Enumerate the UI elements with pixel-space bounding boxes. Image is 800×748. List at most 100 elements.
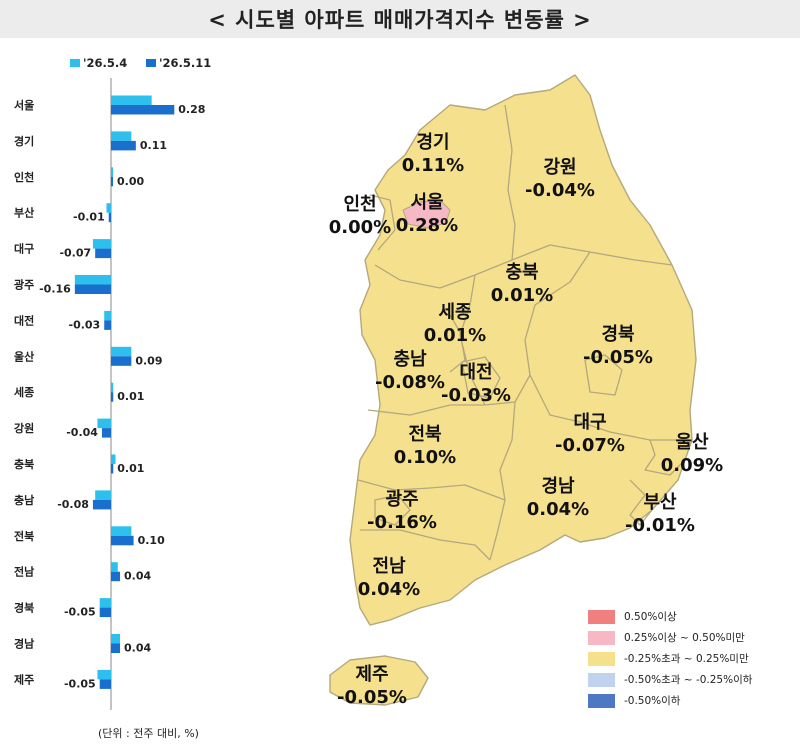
map-region-name: 전북 <box>408 424 441 445</box>
map-region-value: -0.01% <box>625 515 695 536</box>
data-label: 0.09 <box>135 354 162 367</box>
jeju-shape <box>329 655 429 706</box>
map-region-name: 경북 <box>601 324 634 345</box>
data-label: -0.07 <box>59 247 91 260</box>
chart-title-bar: < 시도별 아파트 매매가격지수 변동률 > <box>0 0 800 38</box>
border-ulsan <box>644 439 686 476</box>
bar-series-1 <box>111 140 136 151</box>
bar-series-1 <box>111 643 121 653</box>
bar-series-1 <box>111 571 121 582</box>
map-region-value: 0.00% <box>329 217 391 238</box>
border-daegu <box>584 354 623 396</box>
border-gyeonggi-gangwon <box>504 104 516 261</box>
map-region-value: -0.05% <box>583 347 653 368</box>
border-daejeon <box>461 356 501 399</box>
map-region-value: 0.28% <box>396 215 458 236</box>
unit-note: (단위 : 전주 대비, %) <box>98 727 199 740</box>
map-region-name: 경남 <box>541 476 575 497</box>
map-legend-label: -0.25%초과 ~ 0.25%미만 <box>624 653 749 665</box>
category-label: 대구 <box>14 242 34 256</box>
korea-map: 인천0.00%경기0.11%서울0.28%강원-0.04%충북0.01%세종0.… <box>329 74 723 708</box>
bar-series-1 <box>99 607 111 618</box>
bar-series-0 <box>111 634 121 644</box>
border-sejong <box>449 314 466 373</box>
map-legend-item: 0.50%이상 <box>588 606 752 627</box>
bar-series-1 <box>111 356 132 366</box>
bar-series-1 <box>108 212 111 223</box>
border-incheon <box>369 194 396 251</box>
map-legend-swatch <box>588 609 615 624</box>
map-legend-item: -0.50%초과 ~ -0.25%이하 <box>588 669 752 690</box>
bar-series-0 <box>111 346 132 357</box>
bar-series-1 <box>101 428 111 438</box>
data-label: 0.01 <box>117 462 144 475</box>
map-legend-label: -0.50%초과 ~ -0.25%이하 <box>624 674 753 686</box>
data-label: 0.11 <box>140 139 167 152</box>
bar-series-0 <box>111 562 118 572</box>
border-busan <box>629 479 653 526</box>
data-label: 0.28 <box>178 103 205 116</box>
map-legend-label: -0.50%이하 <box>624 695 681 707</box>
data-label: 0.04 <box>124 642 151 655</box>
bar-series-0 <box>111 95 152 105</box>
bar-series-1 <box>95 248 111 259</box>
data-label: 0.01 <box>117 390 144 403</box>
bar-series-1 <box>92 499 111 510</box>
map-labels: 인천0.00%경기0.11%서울0.28%강원-0.04%충북0.01%세종0.… <box>329 132 723 708</box>
border-chungnam-south <box>367 374 531 416</box>
category-label: 대전 <box>14 313 34 327</box>
border-jeonbuk-east <box>489 401 516 561</box>
map-region-value: -0.16% <box>367 512 437 533</box>
map-legend-item: -0.50%이하 <box>588 690 752 711</box>
border-chungbuk-east <box>524 251 591 376</box>
map-region-name: 충남 <box>393 349 427 370</box>
data-label: 0.00 <box>117 175 144 188</box>
bar-series-1 <box>111 176 113 187</box>
map-legend-swatch <box>588 672 615 687</box>
bar-series-1 <box>111 392 114 402</box>
border-gyeonggi-south <box>374 259 513 289</box>
map-region-value: 0.10% <box>394 447 456 468</box>
legend-label-0: '26.5.4 <box>83 56 127 70</box>
map-legend-swatch <box>588 651 615 666</box>
chart-title: < 시도별 아파트 매매가격지수 변동률 > <box>208 8 592 32</box>
map-region-value: 0.09% <box>661 455 723 476</box>
map-legend: 0.50%이상 0.25%이상 ~ 0.50%미만 -0.25%초과 ~ 0.25%… <box>588 606 752 711</box>
map-legend-swatch <box>588 693 615 708</box>
border-jeonbuk-south <box>357 479 506 501</box>
legend-swatch-0 <box>70 59 80 67</box>
category-label: 경남 <box>14 637 34 651</box>
category-label: 울산 <box>14 349 34 363</box>
category-label: 부산 <box>14 206 34 220</box>
map-region-value: 0.04% <box>527 499 589 520</box>
bar-series-1 <box>99 679 111 689</box>
map-region-name: 세종 <box>438 302 471 323</box>
category-label: 충북 <box>14 457 34 471</box>
map-region-value: -0.04% <box>525 180 595 201</box>
data-label: -0.05 <box>64 606 96 619</box>
category-label: 인천 <box>14 170 34 184</box>
map-region-value: -0.03% <box>441 385 511 406</box>
bar-series-1 <box>111 535 134 546</box>
bar-series-1 <box>74 284 111 294</box>
bar-series-0 <box>92 239 111 249</box>
map-legend-label: 0.25%이상 ~ 0.50%미만 <box>624 632 745 644</box>
category-label: 전남 <box>14 565 34 579</box>
bar-series-1 <box>111 105 175 115</box>
border-gwangju <box>374 494 411 526</box>
map-region-value: -0.08% <box>375 372 445 393</box>
region-borders <box>357 104 692 561</box>
map-legend-swatch <box>588 630 615 645</box>
map-region-name: 광주 <box>385 489 418 510</box>
bar-series-0 <box>111 382 114 393</box>
map-region-name: 경기 <box>416 132 449 153</box>
bar-series-0 <box>111 454 116 464</box>
legend-swatch-1 <box>146 59 156 67</box>
map-region-name: 대구 <box>573 412 606 433</box>
category-label: 강원 <box>14 421 34 435</box>
map-region-value: 0.11% <box>402 155 464 176</box>
category-label: 경기 <box>14 134 34 148</box>
data-label: 0.10 <box>138 534 165 547</box>
category-label: 서울 <box>14 98 34 112</box>
data-label: -0.04 <box>66 426 98 439</box>
